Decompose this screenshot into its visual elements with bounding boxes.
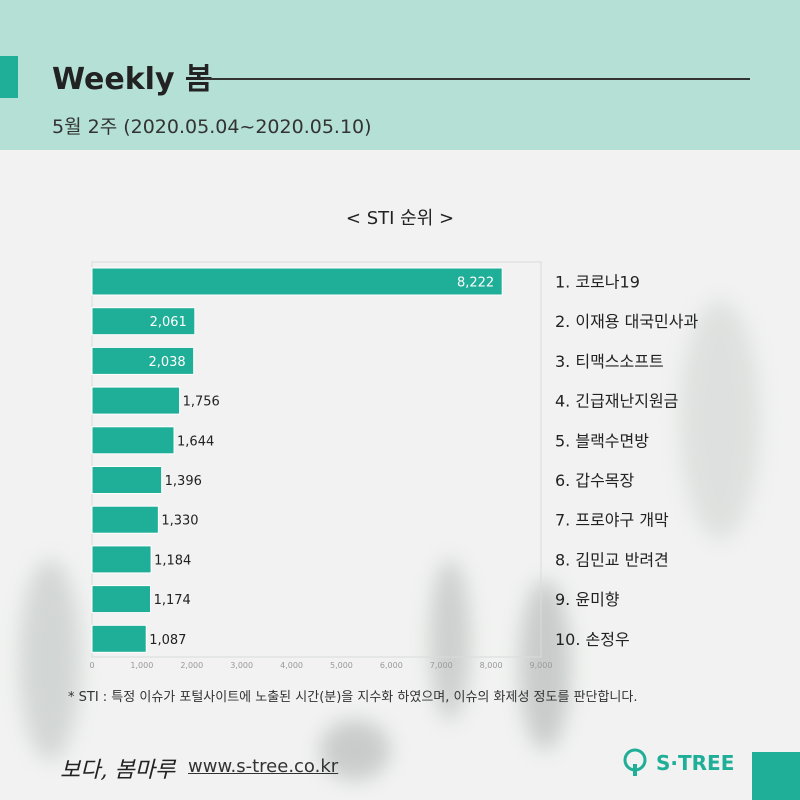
signature-logo: 보다, 봄마루: [60, 758, 176, 783]
header-band: [0, 0, 800, 150]
category-label: 7. 프로야구 개막: [555, 511, 669, 530]
x-tick-label: 7,000: [430, 661, 453, 670]
bar-value-label: 1,087: [149, 633, 186, 648]
background-shape: [520, 580, 570, 750]
x-tick-label: 5,000: [330, 661, 353, 670]
footnote: * STI : 특정 이슈가 포털사이트에 노출된 시간(분)을 지수화 하였으…: [68, 690, 638, 705]
background-shape: [320, 720, 390, 780]
bar-value-label: 1,174: [154, 593, 191, 608]
bar-value-label: 1,330: [161, 514, 198, 529]
logo-text: S·TREE: [656, 751, 735, 775]
x-tick-label: 6,000: [380, 661, 403, 670]
bar: [91, 426, 175, 455]
x-tick-label: 9,000: [530, 661, 553, 670]
x-tick-label: 4,000: [280, 661, 303, 670]
category-label: 2. 이재용 대국민사과: [555, 312, 698, 331]
background-shape: [430, 560, 470, 720]
category-label: 8. 김민교 반려견: [555, 550, 669, 569]
x-tick-label: 2,000: [180, 661, 203, 670]
tree-icon: [623, 748, 647, 776]
bar: [91, 466, 163, 494]
bar: [91, 267, 503, 296]
bar: [91, 346, 195, 375]
bar-value-label: 1,756: [183, 395, 220, 410]
bar-value-label: 1,184: [154, 553, 191, 568]
chart-title: < STI 순위 >: [345, 208, 455, 229]
bar: [91, 505, 159, 534]
bar-value-label: 2,061: [150, 315, 187, 330]
category-label: 3. 티맥스소프트: [555, 352, 664, 371]
bar: [91, 624, 147, 653]
bar-value-label: 2,038: [148, 355, 185, 370]
category-label: 6. 갑수목장: [555, 471, 635, 490]
title-divider: [204, 78, 750, 80]
background-shape: [680, 300, 760, 540]
page-subtitle: 5월 2주 (2020.05.04~2020.05.10): [52, 116, 372, 138]
bar-value-label: 8,222: [457, 276, 494, 291]
bar: [91, 545, 152, 574]
bar: [91, 307, 196, 336]
category-label: 4. 긴급재난지원금: [555, 392, 678, 411]
x-tick-label: 8,000: [480, 661, 503, 670]
x-tick-label: 1,000: [130, 661, 153, 670]
bar: [91, 386, 181, 415]
company-logo: S·TREE: [620, 748, 734, 778]
corner-accent: [752, 752, 800, 800]
bar-value-label: 1,396: [165, 474, 202, 489]
title-accent-bar: [0, 56, 18, 98]
bar-value-label: 1,644: [177, 434, 214, 449]
category-label: 10. 손정우: [555, 630, 630, 649]
page-title: Weekly 봄: [52, 62, 213, 97]
plot-frame: [91, 261, 542, 658]
x-tick-label: 3,000: [230, 661, 253, 670]
category-label: 1. 코로나19: [555, 273, 640, 292]
background-shape: [20, 560, 80, 760]
x-tick-label: 0: [89, 661, 94, 670]
category-label: 5. 블랙수면방: [555, 431, 649, 450]
bar: [91, 585, 152, 614]
category-label: 9. 윤미향: [555, 590, 620, 609]
website-link[interactable]: www.s-tree.co.kr: [188, 756, 339, 777]
